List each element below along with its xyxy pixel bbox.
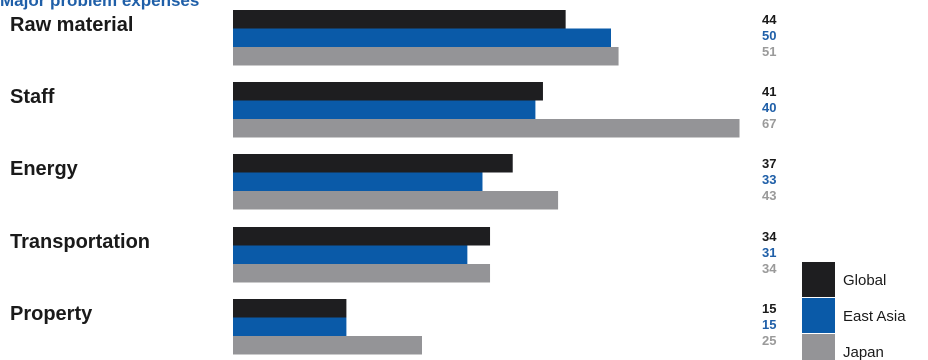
- bar-property-japan: [233, 336, 422, 355]
- bar-raw-material-east-asia: [233, 28, 611, 47]
- value-label-energy-east-asia: 33: [762, 172, 776, 187]
- bar-staff-east-asia: [233, 100, 536, 119]
- value-label-staff-east-asia: 40: [762, 100, 776, 115]
- legend-swatch-global: [802, 262, 835, 297]
- legend-swatch-japan: [802, 334, 835, 360]
- category-label-raw-material: Raw material: [10, 14, 133, 36]
- bar-transportation-japan: [233, 264, 491, 283]
- bar-staff-global: [233, 82, 543, 101]
- bar-transportation-global: [233, 227, 491, 246]
- bar-property-global: [233, 299, 347, 318]
- value-label-raw-material-japan: 51: [762, 44, 776, 59]
- value-label-raw-material-global: 44: [762, 12, 777, 27]
- value-label-transportation-japan: 34: [762, 261, 777, 276]
- value-label-energy-global: 37: [762, 156, 776, 171]
- value-label-property-east-asia: 15: [762, 317, 776, 332]
- bar-transportation-east-asia: [233, 245, 468, 264]
- bar-property-east-asia: [233, 317, 347, 336]
- value-label-energy-japan: 43: [762, 188, 776, 203]
- value-label-transportation-global: 34: [762, 229, 777, 244]
- legend-label-east-asia: East Asia: [843, 308, 906, 325]
- value-label-property-global: 15: [762, 301, 776, 316]
- legend-swatch-east-asia: [802, 298, 835, 333]
- bar-staff-japan: [233, 119, 740, 138]
- value-label-transportation-east-asia: 31: [762, 245, 776, 260]
- bar-raw-material-japan: [233, 47, 619, 66]
- bar-energy-global: [233, 154, 513, 173]
- value-label-property-japan: 25: [762, 333, 776, 348]
- value-label-staff-global: 41: [762, 84, 776, 99]
- legend-label-global: Global: [843, 272, 886, 289]
- chart-title: Major problem expenses: [0, 0, 200, 10]
- bar-raw-material-global: [233, 10, 566, 29]
- value-label-staff-japan: 67: [762, 116, 776, 131]
- category-label-transportation: Transportation: [10, 231, 150, 253]
- category-label-property: Property: [10, 303, 93, 325]
- bar-energy-east-asia: [233, 172, 483, 191]
- legend-label-japan: Japan: [843, 344, 884, 360]
- category-label-energy: Energy: [10, 158, 79, 180]
- value-label-raw-material-east-asia: 50: [762, 28, 776, 43]
- bar-energy-japan: [233, 191, 559, 210]
- category-label-staff: Staff: [10, 86, 55, 108]
